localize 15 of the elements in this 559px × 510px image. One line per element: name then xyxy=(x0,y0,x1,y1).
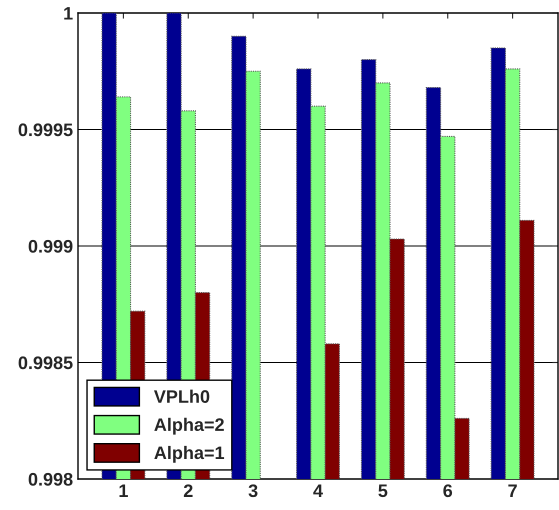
legend-label: Alpha=2 xyxy=(154,418,224,435)
x-tick-label: 1 xyxy=(120,484,128,497)
x-tick-label: 7 xyxy=(508,484,517,497)
x-tick-label: 2 xyxy=(184,484,193,497)
y-tick-label: 0.999 xyxy=(28,240,72,253)
y-tick-label: 1 xyxy=(64,7,73,20)
x-tick-label: 3 xyxy=(248,484,258,498)
x-tick-label: 5 xyxy=(378,484,388,498)
x-tick-label: 4 xyxy=(313,484,323,497)
legend-label: VPLh0 xyxy=(154,390,210,403)
y-tick-label: 0.9995 xyxy=(18,123,73,136)
y-tick-label: 0.9985 xyxy=(18,356,73,370)
y-tick-label: 0.998 xyxy=(28,472,73,486)
x-tick-label: 6 xyxy=(443,484,452,498)
legend-label: Alpha=1 xyxy=(154,446,224,463)
